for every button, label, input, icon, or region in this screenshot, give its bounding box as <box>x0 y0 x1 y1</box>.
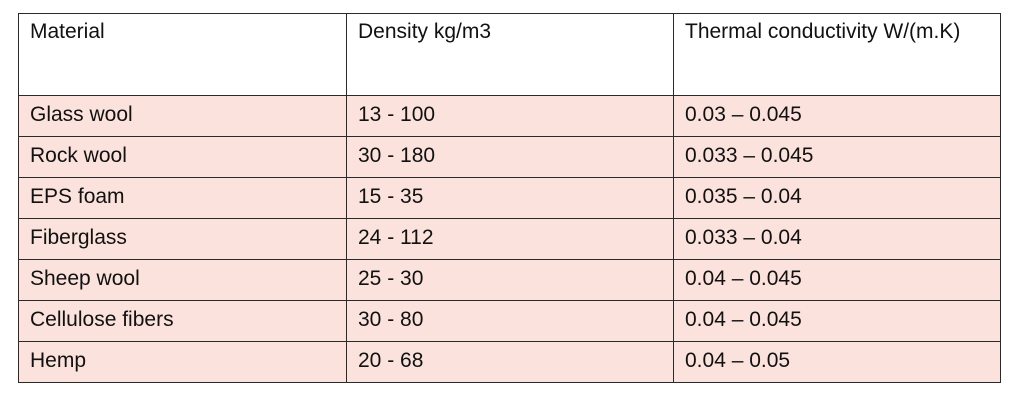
table-header-row: Material Density kg/m3 Thermal conductiv… <box>18 13 1001 96</box>
table-row: Cellulose fibers 30 - 80 0.04 – 0.045 <box>18 300 1001 342</box>
cell-thermal-conductivity: 0.03 – 0.045 <box>673 95 1001 137</box>
header-material: Material <box>18 13 347 96</box>
cell-density: 20 - 68 <box>346 341 674 383</box>
cell-material: Sheep wool <box>18 259 347 301</box>
cell-thermal-conductivity: 0.033 – 0.045 <box>673 136 1001 178</box>
materials-table: Material Density kg/m3 Thermal conductiv… <box>18 13 1001 383</box>
cell-density: 13 - 100 <box>346 95 674 137</box>
cell-material: Rock wool <box>18 136 347 178</box>
table-row: Sheep wool 25 - 30 0.04 – 0.045 <box>18 259 1001 301</box>
cell-material: Fiberglass <box>18 218 347 260</box>
cell-density: 30 - 180 <box>346 136 674 178</box>
cell-density: 30 - 80 <box>346 300 674 342</box>
cell-material: EPS foam <box>18 177 347 219</box>
cell-thermal-conductivity: 0.04 – 0.045 <box>673 300 1001 342</box>
cell-material: Cellulose fibers <box>18 300 347 342</box>
cell-thermal-conductivity: 0.04 – 0.05 <box>673 341 1001 383</box>
cell-thermal-conductivity: 0.04 – 0.045 <box>673 259 1001 301</box>
cell-material: Glass wool <box>18 95 347 137</box>
cell-material: Hemp <box>18 341 347 383</box>
cell-density: 15 - 35 <box>346 177 674 219</box>
table-row: Fiberglass 24 - 112 0.033 – 0.04 <box>18 218 1001 260</box>
header-density: Density kg/m3 <box>346 13 674 96</box>
cell-density: 25 - 30 <box>346 259 674 301</box>
cell-density: 24 - 112 <box>346 218 674 260</box>
header-thermal-conductivity: Thermal conductivity W/(m.K) <box>673 13 1001 96</box>
table-row: Glass wool 13 - 100 0.03 – 0.045 <box>18 95 1001 137</box>
table-row: Rock wool 30 - 180 0.033 – 0.045 <box>18 136 1001 178</box>
table-row: Hemp 20 - 68 0.04 – 0.05 <box>18 341 1001 383</box>
cell-thermal-conductivity: 0.035 – 0.04 <box>673 177 1001 219</box>
cell-thermal-conductivity: 0.033 – 0.04 <box>673 218 1001 260</box>
table-row: EPS foam 15 - 35 0.035 – 0.04 <box>18 177 1001 219</box>
